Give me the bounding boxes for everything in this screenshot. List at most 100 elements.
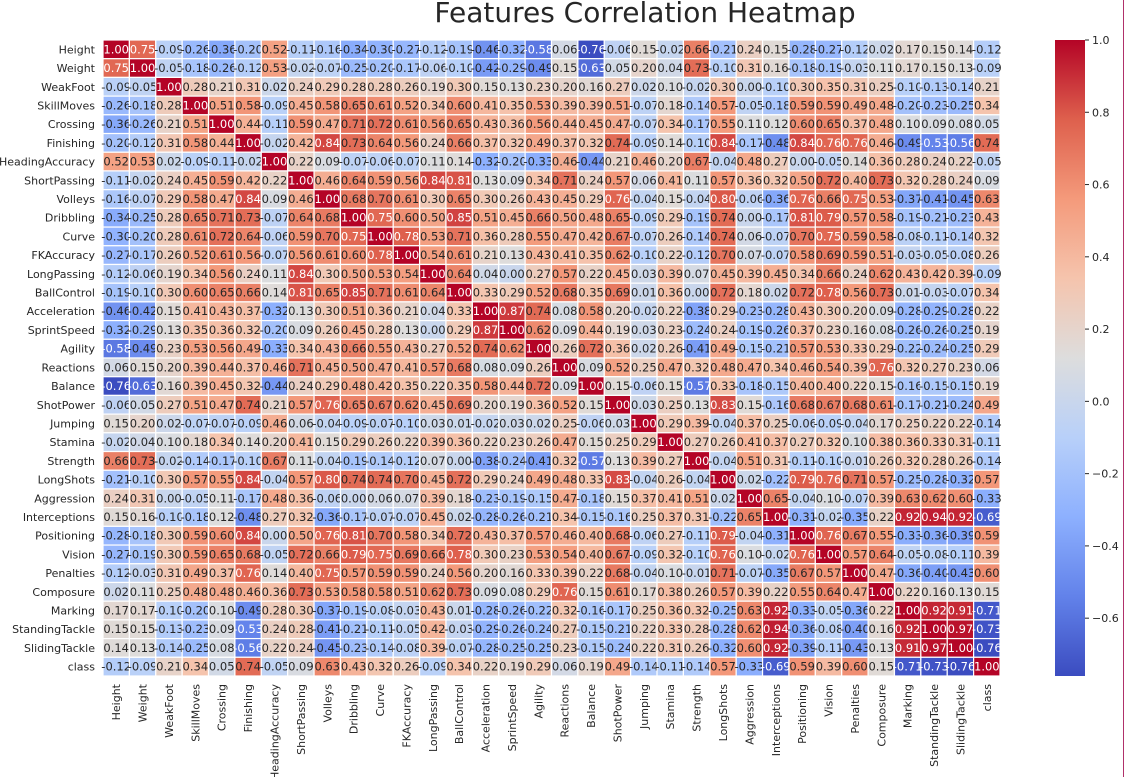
cell-value-label: -0.36: [207, 42, 237, 56]
cell-value-label: 0.15: [578, 398, 604, 412]
cell-value-label: 0.49: [710, 342, 736, 356]
cell-value-label: 0.29: [710, 304, 736, 318]
cell-value-label: 0.13: [948, 61, 974, 75]
cell-value-label: -0.06: [312, 491, 342, 505]
cell-value-label: -0.45: [946, 192, 976, 206]
cell-value-label: 0.47: [552, 435, 578, 449]
cell-value-label: -0.23: [471, 491, 501, 505]
cell-value-label: 0.64: [816, 585, 842, 599]
cell-value-label: 0.50: [552, 211, 578, 225]
y-tick-label: Crossing: [48, 118, 95, 131]
cell-value-label: -0.18: [734, 379, 764, 393]
cell-value-label: 0.84: [235, 473, 261, 487]
cell-value-label: 0.03: [420, 416, 446, 430]
y-tick-label: Balance: [51, 380, 95, 393]
cell-value-label: 1.00: [578, 379, 604, 393]
cell-value-label: 0.01: [895, 286, 921, 300]
cell-value-label: 0.57: [183, 473, 209, 487]
cell-value-label: -0.25: [128, 211, 158, 225]
cell-value-label: -0.10: [761, 80, 791, 94]
cell-value-label: 0.72: [446, 473, 472, 487]
cell-value-label: -0.23: [919, 98, 949, 112]
cell-value-label: -0.43: [946, 566, 976, 580]
cell-value-label: 1.00: [130, 61, 156, 75]
cell-value-label: 0.20: [130, 416, 156, 430]
cell-value-label: 0.58: [789, 248, 815, 262]
cell-value-label: 0.40: [842, 173, 868, 187]
cell-value-label: 0.60: [394, 211, 420, 225]
cell-value-label: 0.06: [974, 360, 1000, 374]
cell-value-label: 0.84: [235, 529, 261, 543]
cell-value-label: 0.72: [816, 173, 842, 187]
cell-value-label: 0.41: [657, 491, 683, 505]
cell-value-label: -0.09: [629, 547, 659, 561]
cell-value-label: -0.10: [893, 80, 923, 94]
cell-value-label: 0.01: [446, 416, 472, 430]
cell-value-label: -0.04: [629, 192, 659, 206]
cell-value-label: 0.10: [657, 80, 683, 94]
cell-value-label: 0.72: [367, 117, 393, 131]
cell-value-label: -0.21: [101, 473, 131, 487]
cell-value-label: 0.07: [420, 454, 446, 468]
cell-value-label: 0.43: [895, 267, 921, 281]
cell-value-label: 0.26: [657, 229, 683, 243]
cell-value-label: 0.61: [605, 585, 631, 599]
cell-value-label: 0.22: [262, 173, 288, 187]
cell-value-label: 0.14: [235, 435, 261, 449]
cell-value-label: 0.74: [605, 136, 631, 150]
x-tick-label: Aggression: [743, 684, 756, 745]
cell-value-label: 0.30: [156, 473, 182, 487]
cell-value-label: 0.09: [314, 155, 340, 169]
cell-value-label: -0.24: [497, 454, 527, 468]
cell-value-label: -0.32: [708, 641, 738, 655]
cell-value-label: -0.20: [497, 155, 527, 169]
cell-value-label: 0.55: [868, 529, 894, 543]
cell-value-label: 0.41: [473, 98, 499, 112]
cell-value-label: 0.32: [578, 136, 604, 150]
cell-value-label: 0.68: [605, 566, 631, 580]
cell-value-label: 0.60: [789, 117, 815, 131]
cell-value-label: 0.78: [394, 229, 420, 243]
cell-value-label: 0.26: [156, 248, 182, 262]
cell-value-label: 0.72: [288, 547, 314, 561]
cell-value-label: 0.57: [710, 660, 736, 674]
cell-value-label: 0.52: [183, 248, 209, 262]
cell-value-label: -0.32: [471, 155, 501, 169]
cell-value-label: 0.24: [156, 173, 182, 187]
cell-value-label: -0.28: [471, 641, 501, 655]
cell-value-label: 0.76: [868, 360, 894, 374]
cell-value-label: 0.46: [262, 416, 288, 430]
cell-value-label: 0.35: [446, 379, 472, 393]
cell-value-label: 0.56: [420, 117, 446, 131]
cell-value-label: 0.59: [183, 529, 209, 543]
cell-value-label: -0.41: [682, 342, 712, 356]
cell-value-label: -0.26: [207, 61, 237, 75]
cell-value-label: 0.65: [446, 117, 472, 131]
cell-value-label: -0.17: [392, 61, 422, 75]
cell-value-label: 0.20: [657, 155, 683, 169]
cell-value-label: 0.10: [842, 435, 868, 449]
cell-value-label: 0.21: [605, 155, 631, 169]
cell-value-label: -0.19: [734, 323, 764, 337]
cell-value-label: 0.28: [156, 229, 182, 243]
cell-value-label: 0.67: [605, 547, 631, 561]
cell-value-label: 0.54: [394, 267, 420, 281]
cell-value-label: -0.05: [392, 622, 422, 636]
cell-value-label: 0.37: [631, 491, 657, 505]
colorbar-tick-label: −0.4: [1092, 540, 1119, 553]
cell-value-label: 0.27: [262, 510, 288, 524]
cell-value-label: 0.26: [552, 342, 578, 356]
cell-value-label: 0.08: [948, 117, 974, 131]
cell-value-label: 0.70: [710, 248, 736, 262]
cell-value-label: 0.43: [314, 342, 340, 356]
cell-value-label: -0.49: [233, 604, 263, 618]
cell-value-label: 0.75: [816, 229, 842, 243]
cell-value-label: 0.33: [446, 304, 472, 318]
cell-value-label: 0.24: [948, 173, 974, 187]
cell-value-label: 1.00: [921, 622, 947, 636]
cell-value-label: 0.39: [420, 435, 446, 449]
cell-value-label: 0.02: [710, 491, 736, 505]
cell-value-label: 0.27: [156, 398, 182, 412]
x-tick-label: ShortPassing: [295, 684, 308, 755]
cell-value-label: 0.32: [895, 360, 921, 374]
